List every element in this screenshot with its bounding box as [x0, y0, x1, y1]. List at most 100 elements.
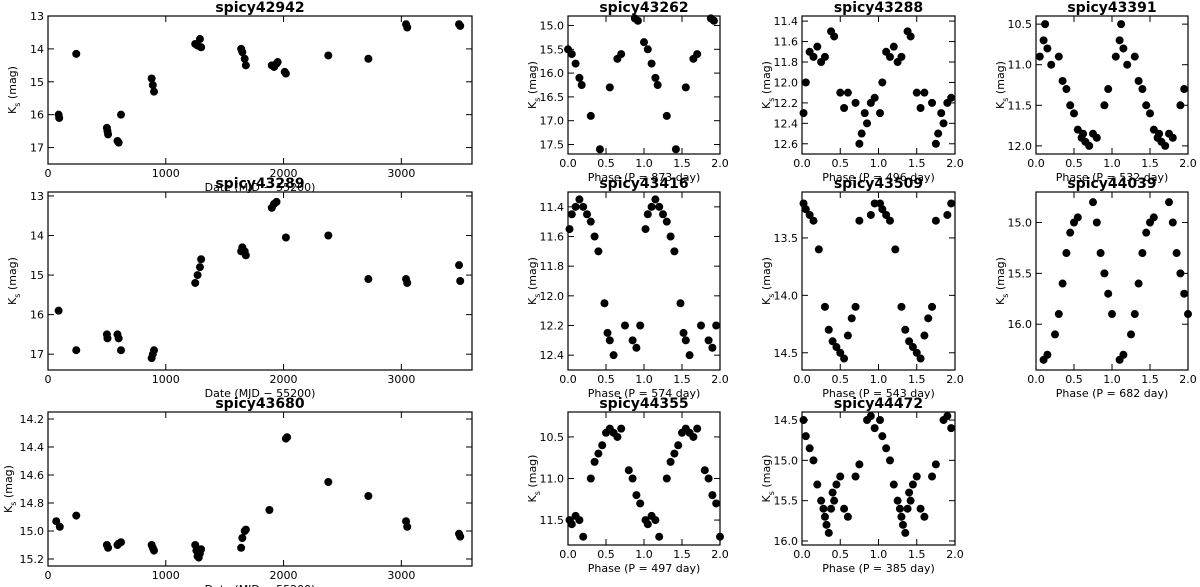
data-point — [609, 351, 618, 360]
chart-title: spicy43509 — [834, 176, 923, 192]
y-tick-label: 11.0 — [1008, 59, 1033, 72]
data-point — [801, 78, 810, 87]
data-point — [870, 93, 879, 102]
y-tick-label: 13 — [30, 10, 44, 23]
chart-panel-spicy44355: spicy44355 0.0 0.5 1.0 1.5 2.0 10.5 11.0 11.5 Pha… — [526, 396, 729, 575]
x-axis-label: Phase (P = 532 day) — [1056, 171, 1169, 184]
data-point — [594, 247, 603, 256]
y-tick-label: 15.5 — [774, 495, 799, 508]
data-point — [928, 98, 937, 107]
data-point — [104, 130, 113, 139]
data-point — [632, 491, 641, 500]
y-label-unit: (mag) — [2, 465, 15, 502]
data-point — [828, 337, 837, 346]
data-point — [924, 314, 933, 323]
data-point — [876, 109, 885, 118]
data-point — [882, 444, 891, 453]
data-point — [640, 38, 648, 47]
y-tick-label: 13 — [30, 190, 44, 203]
data-point — [272, 197, 281, 206]
data-point — [197, 545, 206, 554]
x-tick-label: 2.0 — [946, 157, 964, 170]
data-point — [150, 546, 158, 555]
data-point — [633, 16, 642, 25]
y-tick-label: 14 — [30, 43, 44, 56]
data-point — [820, 512, 829, 521]
data-point — [72, 511, 81, 520]
x-tick-label: 0.0 — [1027, 157, 1045, 170]
data-point — [1104, 289, 1113, 298]
data-point — [799, 416, 808, 425]
data-point — [655, 202, 664, 211]
data-point — [324, 478, 333, 486]
chart-title: spicy42942 — [215, 0, 304, 16]
data-point — [931, 139, 940, 148]
data-point — [819, 504, 828, 513]
data-point — [598, 441, 607, 450]
data-point — [241, 251, 250, 260]
y-label-sub: s — [13, 294, 22, 298]
data-point — [885, 52, 894, 61]
data-point — [148, 81, 157, 90]
data-point — [567, 210, 576, 219]
y-tick-label: 11.0 — [540, 473, 565, 486]
data-point — [939, 119, 948, 128]
data-point — [1176, 269, 1185, 278]
data-point — [822, 520, 831, 529]
data-point — [920, 512, 929, 521]
data-point — [885, 216, 894, 225]
data-point — [114, 334, 123, 343]
data-point — [843, 512, 852, 521]
data-point — [1161, 141, 1170, 150]
x-tick-label: 0.5 — [832, 157, 850, 170]
data-point — [193, 271, 202, 280]
data-point — [836, 348, 845, 357]
chart-panel-spicy43289: spicy43289 0 1000 2000 3000 13 14 15 16 17 Date (M… — [6, 176, 473, 400]
data-point — [908, 343, 917, 352]
data-point — [641, 225, 650, 234]
chart-panel-spicy44472: spicy44472 0.0 0.5 1.0 1.5 2.0 14.5 15.0 15.5 16.… — [760, 396, 964, 575]
data-point — [801, 205, 810, 214]
y-tick-label: 12.2 — [540, 320, 565, 333]
chart-title: spicy43289 — [215, 176, 304, 192]
data-point — [1123, 60, 1132, 69]
data-point — [238, 534, 247, 542]
data-point — [857, 129, 866, 138]
data-point — [191, 278, 200, 287]
data-point — [364, 492, 373, 500]
data-point — [704, 336, 713, 345]
y-axis-label: Ks (mag) — [994, 257, 1010, 305]
data-point — [897, 302, 906, 311]
data-point — [817, 496, 826, 505]
data-point — [1096, 249, 1105, 258]
data-point — [799, 109, 808, 118]
data-point — [643, 45, 652, 54]
data-point — [847, 314, 856, 323]
x-tick-label: 1000 — [152, 569, 180, 582]
chart-title: spicy44355 — [599, 396, 688, 412]
y-label-main: K — [526, 101, 539, 109]
chart-title: spicy43416 — [599, 176, 688, 192]
data-point — [1070, 109, 1078, 118]
y-label-unit: (mag) — [760, 455, 773, 492]
data-point — [855, 139, 864, 148]
chart-panel-spicy42942: spicy42942 0 1000 2000 3000 13 14 15 16 17 Date (M… — [6, 0, 473, 194]
data-point — [809, 456, 818, 465]
y-tick-label: 12.4 — [540, 349, 565, 362]
y-label-main: K — [760, 494, 773, 502]
chart-panel-spicy43262: spicy43262 0.0 0.5 1.0 1.5 2.0 15.0 15.5 16.0 16.… — [526, 0, 729, 184]
data-point — [1054, 310, 1063, 319]
x-tick-label: 0.0 — [793, 548, 811, 561]
y-axis-label: Ks (mag) — [6, 257, 22, 305]
y-tick-label: 11.8 — [774, 56, 799, 69]
data-point — [947, 93, 956, 102]
data-point — [851, 302, 860, 311]
data-point — [617, 50, 626, 59]
y-tick-label: 16 — [30, 109, 44, 122]
data-point — [628, 336, 637, 345]
y-tick-label: 14.2 — [20, 413, 45, 426]
data-point — [117, 110, 126, 119]
data-point — [866, 412, 875, 421]
y-tick-label: 13.5 — [774, 232, 799, 245]
data-point — [403, 23, 412, 32]
